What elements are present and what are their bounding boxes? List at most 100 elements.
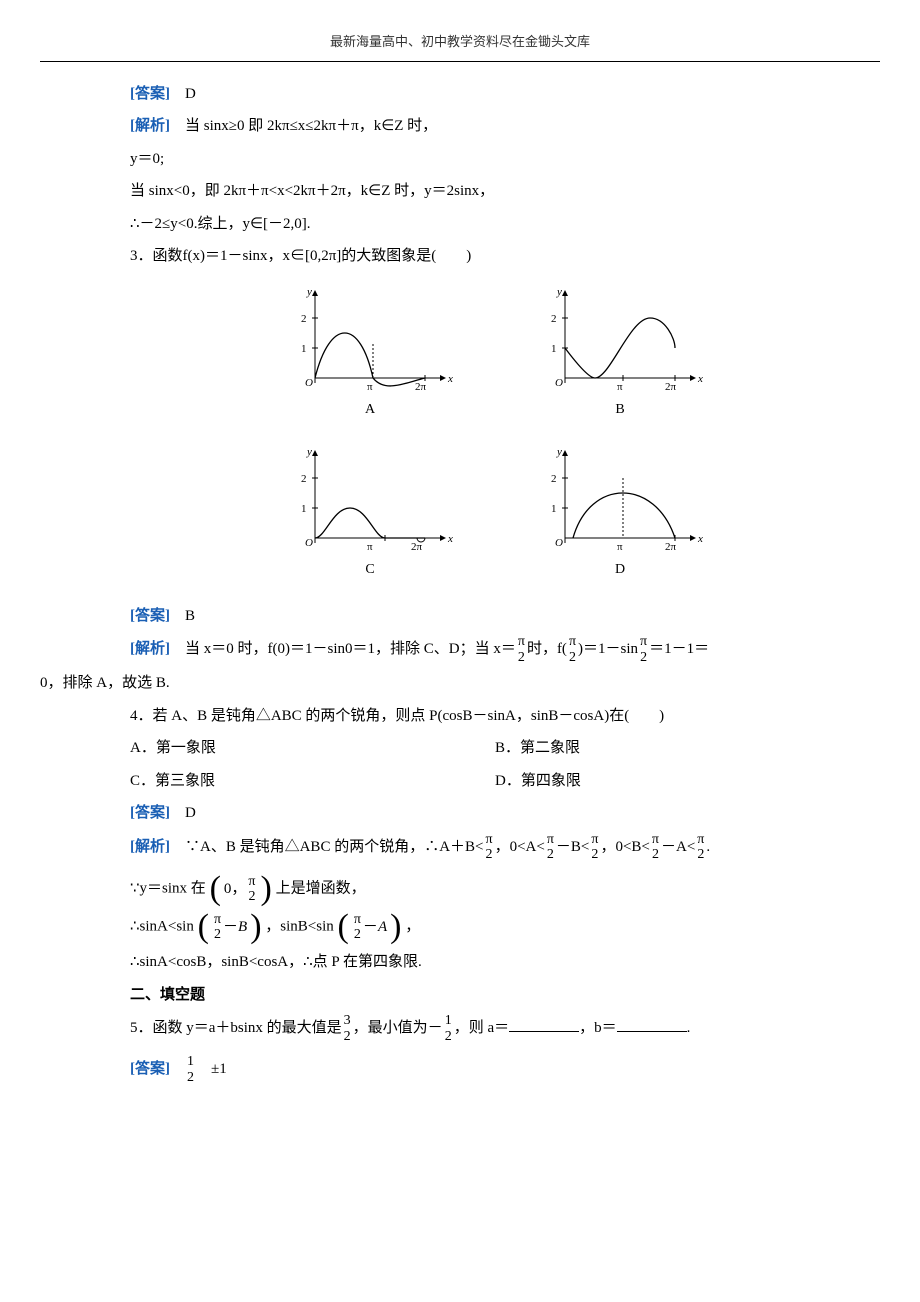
- q4-opt-c: C．第三象限: [130, 767, 495, 796]
- frac-d: 2: [518, 650, 525, 665]
- frac-d: 2: [248, 889, 255, 904]
- q5-d: ，b＝: [579, 1020, 617, 1036]
- svg-text:x: x: [697, 373, 703, 385]
- svg-text:π: π: [617, 381, 623, 393]
- svg-text:2: 2: [301, 473, 307, 485]
- svg-text:1: 1: [301, 343, 307, 355]
- svg-text:2: 2: [551, 313, 557, 325]
- frac-n: π: [547, 832, 554, 847]
- q4-opt-b: B．第二象限: [495, 734, 860, 763]
- svg-text:x: x: [697, 533, 703, 545]
- jx2-b: 时，f(: [527, 641, 567, 657]
- q3: 3．函数f(x)＝1－sinx，x∈[0,2π]的大致图象是( ): [130, 242, 860, 271]
- frac-d: 2: [187, 1070, 194, 1085]
- cap-d: D: [525, 557, 715, 584]
- frac-n: π: [569, 634, 576, 649]
- paren-pi2-a: (π2－A): [338, 910, 402, 944]
- jx3-l3c: ，: [405, 919, 420, 935]
- frac-d: 2: [591, 847, 598, 862]
- svg-text:y: y: [306, 446, 312, 458]
- q4-opt-a: A．第一象限: [130, 734, 495, 763]
- section-2: 二、填空题: [130, 981, 860, 1010]
- frac-d: 2: [697, 847, 704, 862]
- jx3-a: ∵A、B 是钝角△ABC 的两个锐角，∴A＋B<: [185, 838, 483, 854]
- frac-n: π: [248, 874, 255, 889]
- svg-text:O: O: [555, 537, 563, 549]
- jx1-line4: ∴－2≤y<0.综上，y∈[－2,0].: [130, 210, 860, 239]
- jx3-e: －A<: [661, 838, 695, 854]
- svg-text:2: 2: [551, 473, 557, 485]
- frac-d: 2: [344, 1029, 351, 1044]
- svg-text:2π: 2π: [415, 381, 427, 393]
- q4: 4．若 A、B 是钝角△ABC 的两个锐角，则点 P(cosB－sinA，sin…: [130, 702, 860, 731]
- jx1-line1: 当 sinx≥0 即 2kπ≤x≤2kπ＋π，k∈Z 时，: [185, 118, 437, 134]
- svg-text:y: y: [556, 446, 562, 458]
- frac-n: π: [697, 832, 704, 847]
- page-header: 最新海量高中、初中教学资料尽在金锄头文库: [40, 30, 880, 62]
- frac-n: π: [591, 832, 598, 847]
- jx3-l2b: 上是增函数，: [276, 881, 366, 897]
- jx3-l2a: ∵y＝sinx 在: [130, 881, 206, 897]
- q5-b: ，最小值为－: [353, 1020, 443, 1036]
- jx3-l3a: ∴sinA<sin: [130, 919, 194, 935]
- q5-a: 5．函数 y＝a＋bsinx 的最大值是: [130, 1020, 342, 1036]
- frac-d: 2: [652, 847, 659, 862]
- frac-d: 2: [486, 847, 493, 862]
- answer-label-4: [答案]: [130, 1061, 170, 1077]
- graph-a: x y O 2 1 π 2π A: [275, 283, 465, 424]
- svg-text:2π: 2π: [665, 541, 677, 553]
- frac-d: 2: [547, 847, 554, 862]
- svg-text:O: O: [555, 377, 563, 389]
- jiexi-label-1: [解析]: [130, 118, 170, 134]
- answer-1: D: [185, 86, 196, 102]
- frac-n: π: [354, 912, 361, 927]
- frac-d: 2: [640, 650, 647, 665]
- graph-d: x y O 2 1 π 2π D: [525, 443, 715, 584]
- q5-c: ，则 a＝: [454, 1020, 509, 1036]
- frac-n: π: [518, 634, 525, 649]
- interval-0-pi2: (0，π2): [210, 872, 272, 906]
- graph-c: x y O 2 1 π 2π C: [275, 443, 465, 584]
- zero: 0: [224, 881, 232, 897]
- cap-c: C: [275, 557, 465, 584]
- svg-text:2: 2: [301, 313, 307, 325]
- cap-b: B: [525, 397, 715, 424]
- blank-a: [509, 1017, 579, 1032]
- frac-d: 2: [214, 927, 221, 942]
- answer-4a: ±1: [211, 1061, 227, 1077]
- graphs-grid: x y O 2 1 π 2π A x y O 2 1: [275, 283, 715, 584]
- paren-pi2-b: (π2－B): [198, 910, 262, 944]
- blank-b: [617, 1017, 687, 1032]
- svg-text:y: y: [556, 286, 562, 298]
- jx1-line3: 当 sinx<0，即 2kπ＋π<x<2kπ＋2π，k∈Z 时，y＝2sinx，: [130, 177, 860, 206]
- frac-d: 2: [354, 927, 361, 942]
- svg-text:π: π: [617, 541, 623, 553]
- svg-text:2π: 2π: [665, 381, 677, 393]
- graph-b: x y O 2 1 π 2π B: [525, 283, 715, 424]
- frac-d: 2: [569, 650, 576, 665]
- jx1-line2: y＝0;: [130, 145, 860, 174]
- svg-text:π: π: [367, 541, 373, 553]
- svg-text:1: 1: [551, 343, 557, 355]
- frac-n: π: [486, 832, 493, 847]
- jx3-l3b: ，sinB<sin: [265, 919, 333, 935]
- frac-n: 3: [344, 1013, 351, 1028]
- answer-label-2: [答案]: [130, 608, 170, 624]
- jiexi-label-2: [解析]: [130, 641, 170, 657]
- svg-text:x: x: [447, 373, 453, 385]
- jx2-c: )＝1－sin: [578, 641, 638, 657]
- frac-d: 2: [445, 1029, 452, 1044]
- q5-e: .: [687, 1020, 691, 1036]
- answer-3: D: [185, 805, 196, 821]
- jx3-l4: ∴sinA<cosB，sinB<cosA，∴点 P 在第四象限.: [130, 948, 860, 977]
- jx3-d: ，0<B<: [600, 838, 649, 854]
- frac-n: 1: [445, 1013, 452, 1028]
- frac-n: 1: [187, 1054, 194, 1069]
- svg-text:2π: 2π: [411, 541, 423, 553]
- svg-text:1: 1: [301, 503, 307, 515]
- q4-opt-d: D．第四象限: [495, 767, 860, 796]
- jiexi-label-3: [解析]: [130, 838, 170, 854]
- jx2-a: 当 x＝0 时，f(0)＝1－sin0＝1，排除 C、D；当 x＝: [185, 641, 516, 657]
- frac-n: π: [640, 634, 647, 649]
- jx2-e: 0，排除 A，故选 B.: [40, 669, 860, 698]
